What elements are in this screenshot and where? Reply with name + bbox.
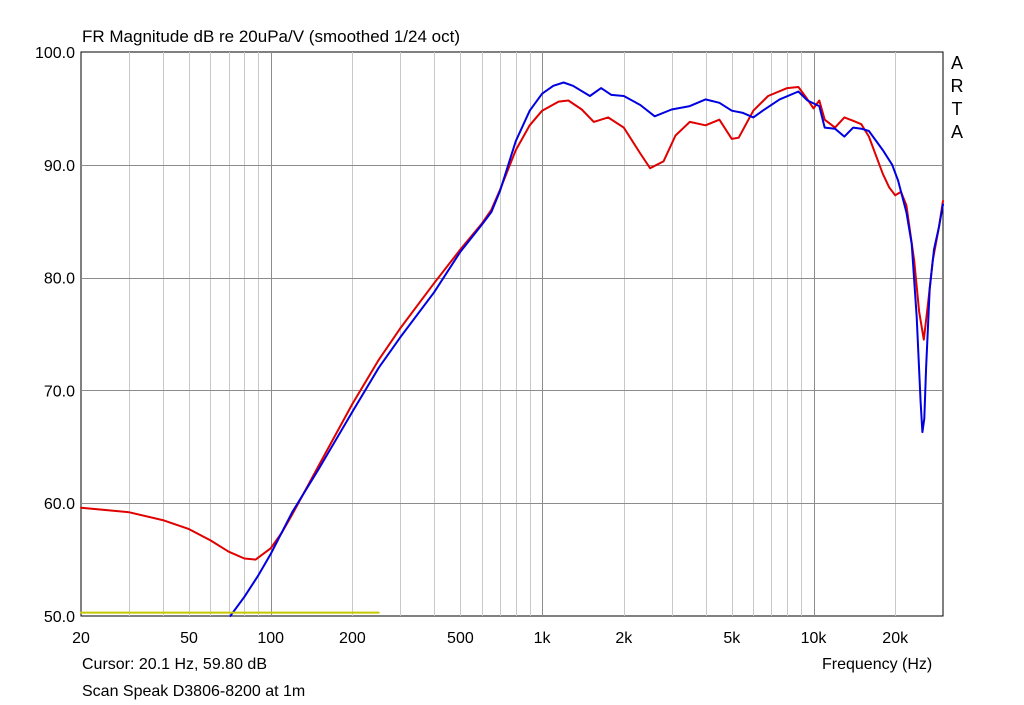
arta-letter: A [950, 122, 963, 142]
x-tick-label: 200 [339, 630, 366, 647]
y-tick-label: 90.0 [44, 158, 75, 175]
y-tick-label: 50.0 [44, 609, 75, 626]
plot-frame [80, 51, 944, 617]
chart-title: FR Magnitude dB re 20uPa/V (smoothed 1/2… [82, 27, 460, 46]
arta-letter: A [950, 53, 963, 73]
x-tick-label: 100 [257, 630, 284, 647]
x-tick-label: 50 [180, 630, 198, 647]
y-tick-label: 80.0 [44, 271, 75, 288]
cursor-readout: Cursor: 20.1 Hz, 59.80 dB [82, 656, 267, 673]
arta-watermark: A R T A [948, 52, 966, 144]
measurement-note: Scan Speak D3806-8200 at 1m [82, 683, 306, 700]
x-tick-label: 20k [882, 630, 909, 647]
arta-letter: T [951, 99, 963, 119]
y-tick-label: 100.0 [35, 45, 75, 62]
x-tick-label: 2k [615, 630, 633, 647]
x-tick-label: 1k [534, 630, 552, 647]
x-tick-label: 10k [801, 630, 828, 647]
x-axis-label: Frequency (Hz) [822, 656, 933, 673]
series-line-blue [229, 81, 944, 617]
x-tick-label: 500 [447, 630, 474, 647]
x-tick-label: 5k [723, 630, 741, 647]
arta-letter: R [950, 76, 964, 96]
y-tick-label: 70.0 [44, 383, 75, 400]
x-tick-label: 20 [72, 630, 90, 647]
y-tick-label: 60.0 [44, 496, 75, 513]
